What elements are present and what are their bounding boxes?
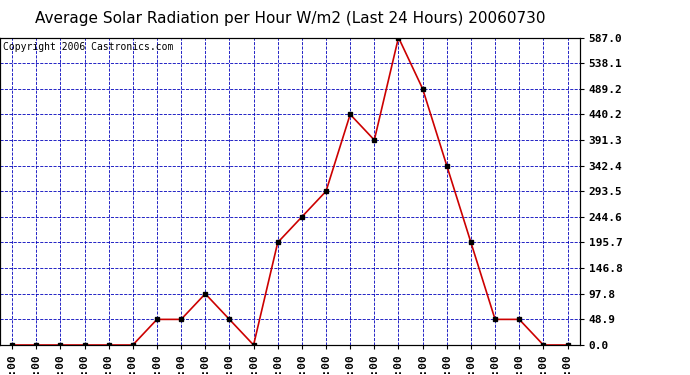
Text: Average Solar Radiation per Hour W/m2 (Last 24 Hours) 20060730: Average Solar Radiation per Hour W/m2 (L… xyxy=(34,11,545,26)
Text: Copyright 2006 Castronics.com: Copyright 2006 Castronics.com xyxy=(3,42,173,52)
